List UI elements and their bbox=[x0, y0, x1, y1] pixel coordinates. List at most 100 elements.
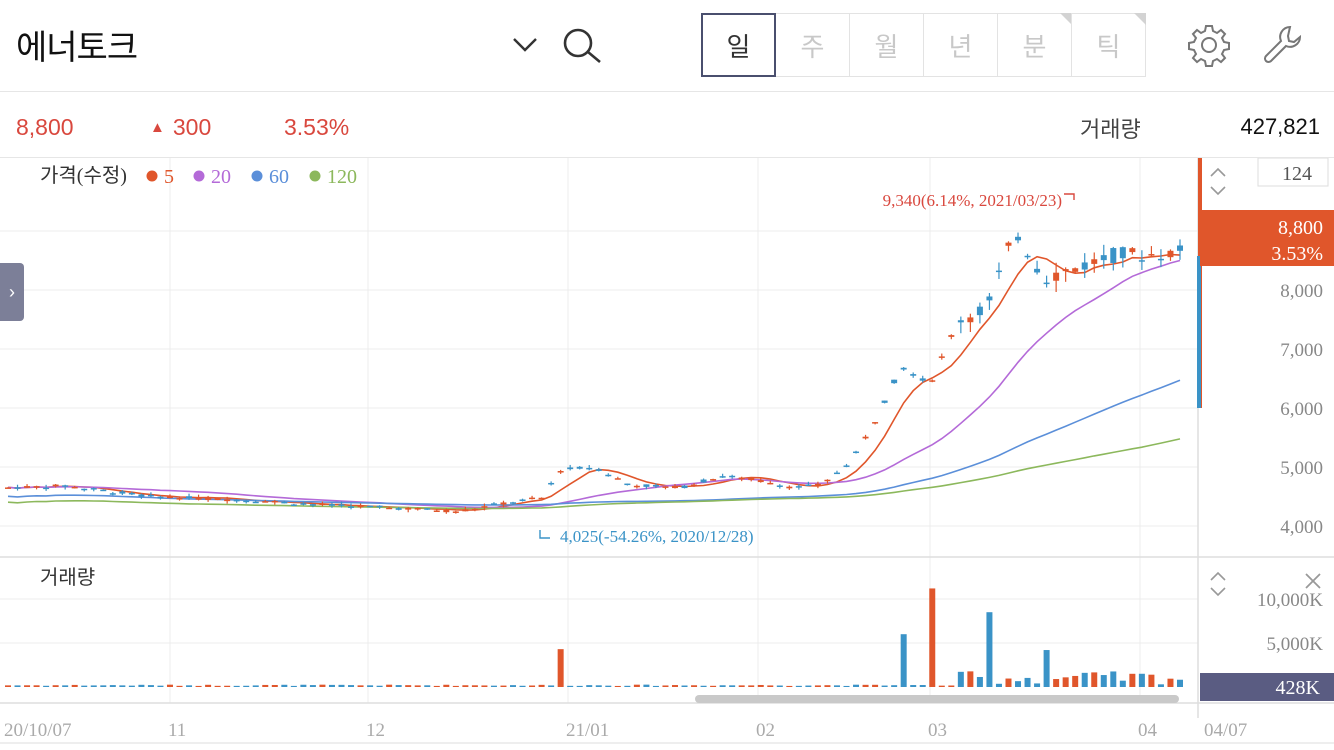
x-axis-label: 02 bbox=[756, 720, 775, 741]
candle-body bbox=[90, 488, 97, 490]
current-volume-tag-value: 428K bbox=[1276, 677, 1321, 699]
volume-bar bbox=[729, 685, 736, 687]
candle-body bbox=[738, 477, 745, 480]
ma-legend-label: 20 bbox=[211, 166, 231, 188]
counter-box bbox=[1257, 157, 1329, 187]
volume-bar bbox=[795, 685, 802, 687]
current-price-tag-value: 8,800 bbox=[1278, 217, 1323, 239]
volume-bar bbox=[1015, 681, 1022, 687]
candle-body bbox=[538, 497, 545, 500]
volume-bar bbox=[328, 684, 335, 687]
legend-title: 가격(수정) bbox=[40, 164, 127, 187]
tab-minute[interactable]: 분 bbox=[997, 13, 1072, 77]
stock-chart[interactable]: 가격(수정) 5 20 60 120 9,340(6.14%, 2021/03/23)… bbox=[0, 157, 1334, 750]
candle-body bbox=[157, 496, 164, 499]
candle-body bbox=[1081, 262, 1088, 270]
x-axis-label: 04/07 bbox=[1204, 720, 1247, 741]
tab-month[interactable]: 월 bbox=[849, 13, 924, 77]
ma-legend-dot bbox=[251, 170, 263, 182]
chevron-down-icon[interactable] bbox=[510, 32, 540, 56]
volume-bar bbox=[109, 685, 116, 687]
side-panel-toggle[interactable]: › bbox=[0, 263, 24, 321]
volume-bar bbox=[1091, 672, 1098, 687]
volume-bar bbox=[710, 685, 717, 687]
current-price-tag bbox=[1200, 210, 1334, 266]
candle-counter: 124 bbox=[1282, 163, 1312, 185]
candle-body bbox=[1062, 269, 1069, 272]
volume-bar bbox=[386, 684, 393, 687]
volume-bar bbox=[100, 685, 107, 687]
volume-bar bbox=[643, 684, 650, 687]
candle-body bbox=[452, 511, 459, 513]
current-price: 8,800 bbox=[16, 114, 74, 140]
volume-bar bbox=[929, 588, 936, 687]
candle-body bbox=[1167, 250, 1174, 258]
candle-body bbox=[624, 483, 631, 486]
volume-bar bbox=[1148, 674, 1155, 687]
volume-bar bbox=[195, 685, 202, 687]
close-icon[interactable] bbox=[1305, 573, 1321, 589]
chart-area[interactable]: 가격(수정) 5 20 60 120 9,340(6.14%, 2021/03/23)… bbox=[0, 157, 1334, 750]
volume-bar bbox=[986, 612, 993, 687]
volume-bar bbox=[605, 685, 612, 687]
candle-body bbox=[252, 501, 259, 504]
tab-year[interactable]: 년 bbox=[923, 13, 998, 77]
candle-body bbox=[443, 509, 450, 513]
volume-bar bbox=[452, 685, 459, 687]
candle-body bbox=[214, 497, 221, 501]
candle-body bbox=[1015, 236, 1022, 241]
volume-bar bbox=[500, 685, 507, 687]
candle-body bbox=[233, 499, 240, 502]
candle-body bbox=[348, 506, 355, 508]
tab-week[interactable]: 주 bbox=[775, 13, 850, 77]
volume-bar bbox=[1072, 675, 1079, 687]
stock-name[interactable]: 에너토크 bbox=[16, 29, 138, 67]
wrench-icon[interactable] bbox=[1260, 22, 1306, 68]
volume-axis-label: 10,000K bbox=[1257, 590, 1323, 611]
candle-body bbox=[24, 486, 31, 488]
volume-bar bbox=[1129, 673, 1136, 687]
candle-body bbox=[567, 467, 574, 470]
search-icon[interactable] bbox=[560, 24, 604, 68]
volume-bar bbox=[757, 684, 764, 687]
ma-line-5 bbox=[7, 253, 1181, 511]
candle-body bbox=[357, 505, 364, 508]
candle-body bbox=[500, 502, 507, 505]
volume-bar bbox=[376, 685, 383, 687]
candle-body bbox=[767, 482, 774, 485]
candle-body bbox=[414, 507, 421, 510]
price-change-pct: 3.53% bbox=[284, 114, 350, 140]
volume-bar bbox=[81, 685, 88, 687]
volume-bar bbox=[90, 685, 97, 687]
x-axis-label: 21/01 bbox=[566, 720, 609, 741]
candle-body bbox=[43, 487, 50, 490]
gear-icon[interactable] bbox=[1186, 22, 1232, 68]
tab-tick[interactable]: 틱 bbox=[1071, 13, 1146, 77]
volume-bar bbox=[948, 685, 955, 687]
volume-bar bbox=[557, 649, 564, 687]
price-change-value: 300 bbox=[172, 114, 212, 140]
volume-bar bbox=[43, 685, 50, 687]
volume-expand-icon[interactable] bbox=[1210, 571, 1226, 597]
candle-body bbox=[938, 356, 945, 358]
candle-body bbox=[748, 478, 755, 480]
price-axis-label: 5,000 bbox=[1280, 458, 1323, 479]
tab-day[interactable]: 일 bbox=[701, 13, 776, 77]
volume-bar bbox=[957, 671, 964, 687]
volume-bar bbox=[262, 684, 269, 687]
candle-body bbox=[195, 497, 202, 500]
volume-bar bbox=[1167, 678, 1174, 687]
candle-body bbox=[671, 485, 678, 489]
price-range-bar-down bbox=[1197, 256, 1201, 408]
volume-bar bbox=[319, 684, 326, 687]
candle-body bbox=[81, 488, 88, 491]
volume-bar bbox=[462, 685, 469, 687]
candle-body bbox=[881, 400, 888, 403]
expand-icon[interactable] bbox=[1210, 167, 1226, 196]
high-annotation: 9,340(6.14%, 2021/03/23) bbox=[883, 191, 1062, 210]
volume-bar bbox=[138, 684, 145, 687]
candle-body bbox=[814, 483, 821, 486]
horizontal-scrollbar[interactable] bbox=[695, 695, 1179, 703]
volume-bar bbox=[357, 685, 364, 687]
candle-body bbox=[166, 496, 173, 499]
